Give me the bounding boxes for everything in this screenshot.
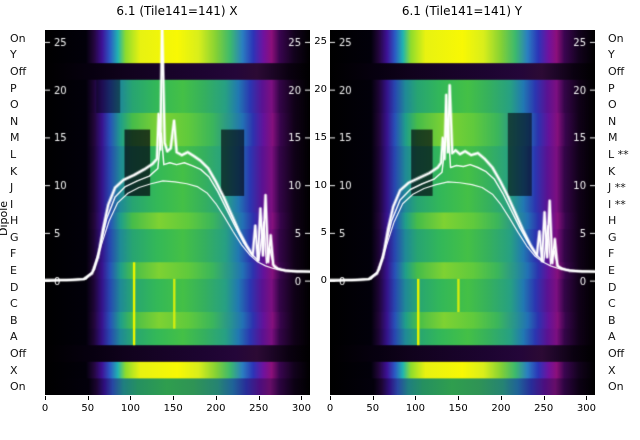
gap-tick-label: 5: [320, 227, 327, 239]
x-tick-mark: [372, 396, 374, 400]
row-label-right: On: [608, 31, 624, 45]
x-tick-label: 200: [491, 403, 511, 414]
x-tick-mark: [130, 396, 132, 400]
x-tick-mark: [215, 396, 217, 400]
panel-x-title: 6.1 (Tile141=141) X: [116, 4, 238, 18]
x-tick-mark: [586, 396, 588, 400]
heatmap-canvas-y: [330, 30, 595, 395]
x-tick-label: 300: [291, 403, 311, 414]
row-label-right: Off: [608, 64, 625, 78]
row-label-right: X: [608, 363, 616, 377]
row-label-left: D: [10, 280, 19, 294]
row-label-right: B: [608, 313, 616, 327]
x-tick-mark: [543, 396, 545, 400]
row-label-left: M: [10, 131, 20, 145]
heatmap-canvas-x: [45, 30, 310, 395]
gap-tick-label: 25: [314, 36, 327, 48]
x-tick-mark: [45, 396, 46, 400]
row-label-right: F: [608, 247, 615, 261]
row-label-left: O: [10, 98, 19, 112]
x-tick-label: 100: [405, 403, 426, 414]
row-label-left: H: [10, 214, 19, 228]
row-label-left: A: [10, 330, 18, 344]
row-label-right: Y: [608, 48, 615, 62]
row-label-left: K: [10, 164, 18, 178]
row-label-left: Off: [10, 64, 27, 78]
x-tick-mark: [330, 396, 331, 400]
x-tick-mark: [458, 396, 460, 400]
row-label-right: Off: [608, 347, 625, 361]
x-tick-label: 300: [576, 403, 596, 414]
row-label-left: Y: [10, 48, 17, 62]
row-label-right: N: [608, 114, 617, 128]
row-label-right: I **: [608, 197, 626, 211]
row-label-right: K: [608, 164, 616, 178]
row-label-right: H: [608, 214, 617, 228]
gap-tick-label: 15: [314, 131, 327, 143]
x-tick-mark: [500, 396, 502, 400]
row-label-left: G: [10, 230, 19, 244]
x-tick-mark: [415, 396, 417, 400]
y-axis-label: Dipole: [0, 200, 11, 237]
row-label-left: E: [10, 264, 17, 278]
panel-y-title: 6.1 (Tile141=141) Y: [401, 4, 523, 18]
x-tick-mark: [301, 396, 303, 400]
row-label-left: Off: [10, 347, 27, 361]
x-tick-label: 150: [163, 403, 183, 414]
row-label-left: P: [10, 81, 17, 95]
row-label-left: I: [10, 197, 14, 211]
x-tick-mark: [258, 396, 260, 400]
gap-tick-label: 0: [320, 275, 327, 287]
row-label-right: E: [608, 264, 615, 278]
x-tick-label: 200: [206, 403, 226, 414]
x-tick-mark: [87, 396, 89, 400]
row-label-right: A: [608, 330, 616, 344]
row-label-left: On: [10, 380, 26, 394]
x-tick-label: 50: [81, 403, 95, 414]
row-label-left: X: [10, 363, 18, 377]
x-tick-mark: [173, 396, 175, 400]
x-tick-label: 250: [534, 403, 554, 414]
row-label-right: G: [608, 230, 617, 244]
row-label-left: L: [10, 147, 17, 161]
row-label-right: D: [608, 280, 617, 294]
x-tick-label: 0: [41, 403, 49, 414]
row-label-right: L **: [608, 147, 629, 161]
row-label-left: B: [10, 313, 18, 327]
row-label-left: J: [10, 181, 14, 195]
row-label-left: C: [10, 297, 18, 311]
x-tick-label: 150: [448, 403, 468, 414]
row-label-right: On: [608, 380, 624, 394]
x-tick-label: 0: [326, 403, 334, 414]
row-label-right: P: [608, 81, 615, 95]
row-label-left: F: [10, 247, 17, 261]
row-label-left: On: [10, 31, 26, 45]
row-label-left: N: [10, 114, 19, 128]
x-tick-label: 100: [120, 403, 141, 414]
gap-tick-label: 10: [314, 179, 327, 191]
x-tick-label: 250: [249, 403, 269, 414]
row-label-right: O: [608, 98, 617, 112]
x-tick-label: 50: [366, 403, 380, 414]
gap-tick-label: 20: [314, 84, 327, 96]
row-label-right: J **: [608, 181, 626, 195]
row-label-right: M: [608, 131, 618, 145]
row-label-right: C: [608, 297, 616, 311]
